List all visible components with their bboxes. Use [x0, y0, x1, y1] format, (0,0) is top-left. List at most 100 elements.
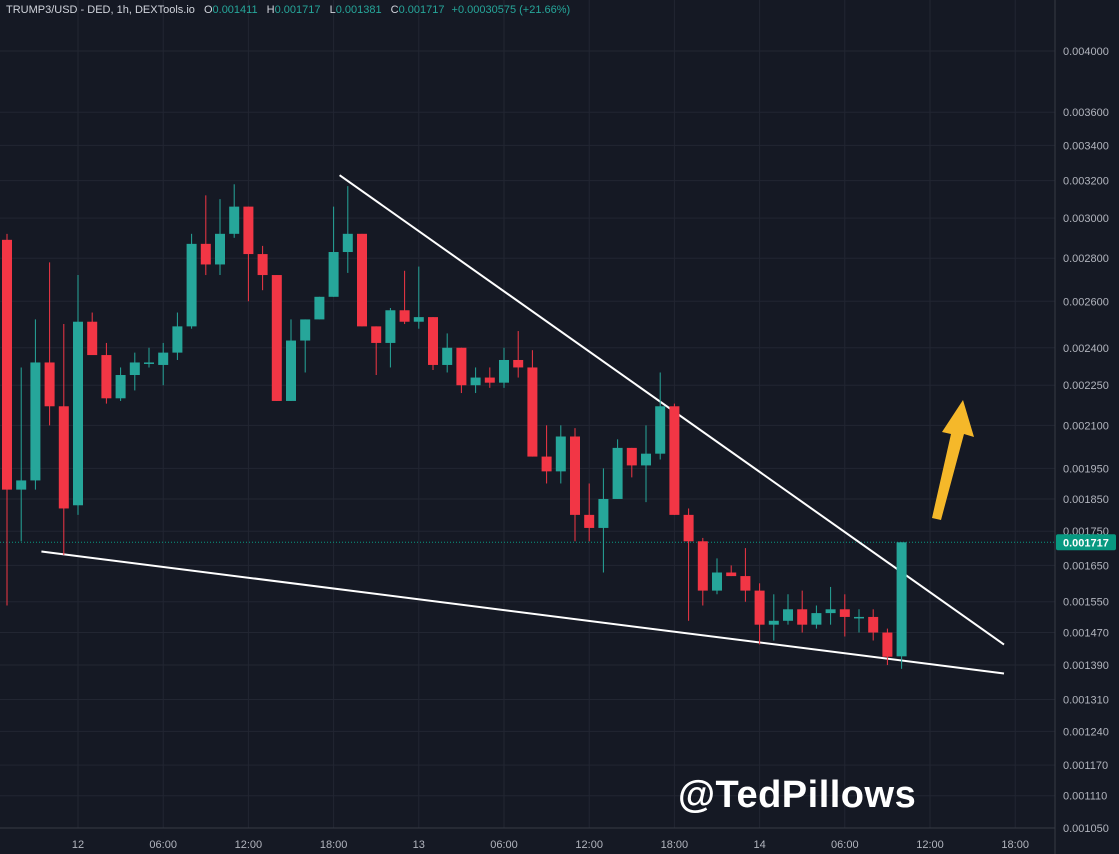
candle-body	[342, 233, 353, 253]
candle-body	[101, 355, 112, 399]
time-tick-label: 12:00	[235, 839, 263, 851]
price-tick-label: 0.001650	[1063, 560, 1109, 572]
time-tick-label: 06:00	[149, 839, 177, 851]
candle-body	[271, 275, 282, 401]
candle-body	[73, 321, 83, 506]
breakout-arrow	[932, 400, 974, 520]
candle-body	[87, 321, 98, 356]
time-tick-label: 18:00	[320, 839, 348, 851]
candle-body	[499, 359, 509, 383]
price-tick-label: 0.003000	[1063, 213, 1109, 225]
candle-body	[783, 609, 793, 621]
candle-body	[186, 243, 197, 327]
candle-body	[570, 436, 580, 515]
price-tick-label: 0.001390	[1063, 660, 1109, 672]
candle-body	[655, 406, 666, 454]
candle-body	[357, 233, 367, 327]
candle-body	[712, 572, 722, 591]
candle-body	[527, 367, 538, 457]
candle-body	[797, 609, 808, 625]
price-tick-label: 0.001240	[1063, 726, 1109, 738]
candle-body	[513, 359, 524, 368]
candle-body	[328, 252, 339, 297]
candle-body	[456, 347, 467, 386]
candle-body	[811, 613, 822, 625]
high-key: H	[266, 4, 275, 16]
ohlc-legend: TRUMP3/USD - DED, 1h, DEXTools.io O0.001…	[6, 4, 570, 16]
candle-body	[243, 206, 254, 255]
symbol-label: TRUMP3/USD - DED, 1h, DEXTools.io	[6, 4, 195, 16]
price-tick-label: 0.002250	[1063, 380, 1109, 392]
price-tick-label: 0.002600	[1063, 296, 1109, 308]
candle-body	[669, 406, 680, 515]
open-key: O	[203, 4, 213, 16]
time-tick-label: 18:00	[1001, 839, 1029, 851]
change-value: +0.00030575 (+21.66%)	[451, 4, 571, 16]
lower-trendline	[41, 550, 1005, 675]
price-tick-label: 0.001050	[1063, 823, 1109, 835]
candle-body	[740, 576, 751, 591]
low-value: 0.001381	[335, 4, 382, 16]
time-tick-label: 12:00	[916, 839, 944, 851]
candle-body	[413, 317, 424, 322]
candle-body	[257, 254, 268, 276]
candle-body	[286, 340, 296, 401]
open-value: 0.001411	[212, 4, 258, 16]
candle-body	[612, 447, 623, 499]
price-tick-label: 0.001850	[1063, 494, 1109, 506]
candle-body	[854, 616, 864, 619]
candle-body	[200, 243, 211, 265]
candle-body	[825, 609, 836, 614]
price-tick-label: 0.001550	[1063, 597, 1109, 609]
candle-body	[484, 377, 495, 383]
candle-body	[129, 362, 140, 376]
candle-body	[896, 542, 907, 657]
candle-body	[683, 514, 694, 542]
time-tick-label: 06:00	[831, 839, 859, 851]
time-tick-label: 14	[753, 839, 765, 851]
candle-body	[584, 514, 595, 528]
candle-body	[626, 447, 637, 466]
candle-body	[229, 206, 240, 234]
price-tick-label: 0.001470	[1063, 628, 1109, 640]
price-tick-label: 0.002800	[1063, 253, 1109, 265]
candle-body	[30, 362, 41, 481]
watermark-text: @TedPillows	[678, 774, 917, 816]
price-tick-label: 0.001170	[1063, 760, 1108, 772]
candle-body	[882, 632, 893, 657]
candle-body	[44, 362, 55, 407]
time-tick-label: 18:00	[661, 839, 689, 851]
last-price-label: 0.001717	[1063, 537, 1109, 549]
candle-body	[541, 456, 552, 472]
candle-body	[555, 436, 566, 472]
candle-body	[385, 310, 396, 343]
price-axis[interactable]: 0.004000 0.003600 0.003400 0.003200 0.003000…	[1054, 0, 1116, 854]
time-axis[interactable]: 12 06:00 12:00 18:00 13 06:00 12:00 18:00 14 06:0…	[0, 827, 1055, 851]
price-tick-label: 0.001310	[1063, 694, 1109, 706]
low-key: L	[329, 4, 336, 16]
candle-body	[158, 352, 169, 365]
price-tick-label: 0.003400	[1063, 140, 1109, 152]
candle-body	[115, 375, 126, 399]
candles	[2, 184, 907, 669]
breakout-arrow-shape	[932, 400, 974, 520]
candle-body	[2, 239, 12, 490]
time-tick-label: 12:00	[575, 839, 603, 851]
candle-body	[16, 480, 27, 490]
candle-body	[839, 609, 850, 617]
price-tick-label: 0.003600	[1063, 107, 1109, 119]
time-tick-label: 13	[413, 839, 425, 851]
candle-body	[442, 347, 453, 365]
candle-body	[58, 406, 69, 509]
candle-body	[399, 310, 410, 322]
price-tick-label: 0.002400	[1063, 343, 1109, 355]
candle-body	[314, 296, 325, 320]
price-tick-label: 0.001950	[1063, 463, 1109, 475]
candle-body	[428, 317, 438, 365]
price-tick-label: 0.001110	[1063, 791, 1107, 803]
candle-body	[754, 590, 765, 625]
price-tick-label: 0.002100	[1063, 420, 1109, 432]
last-price-tag	[1056, 534, 1116, 551]
